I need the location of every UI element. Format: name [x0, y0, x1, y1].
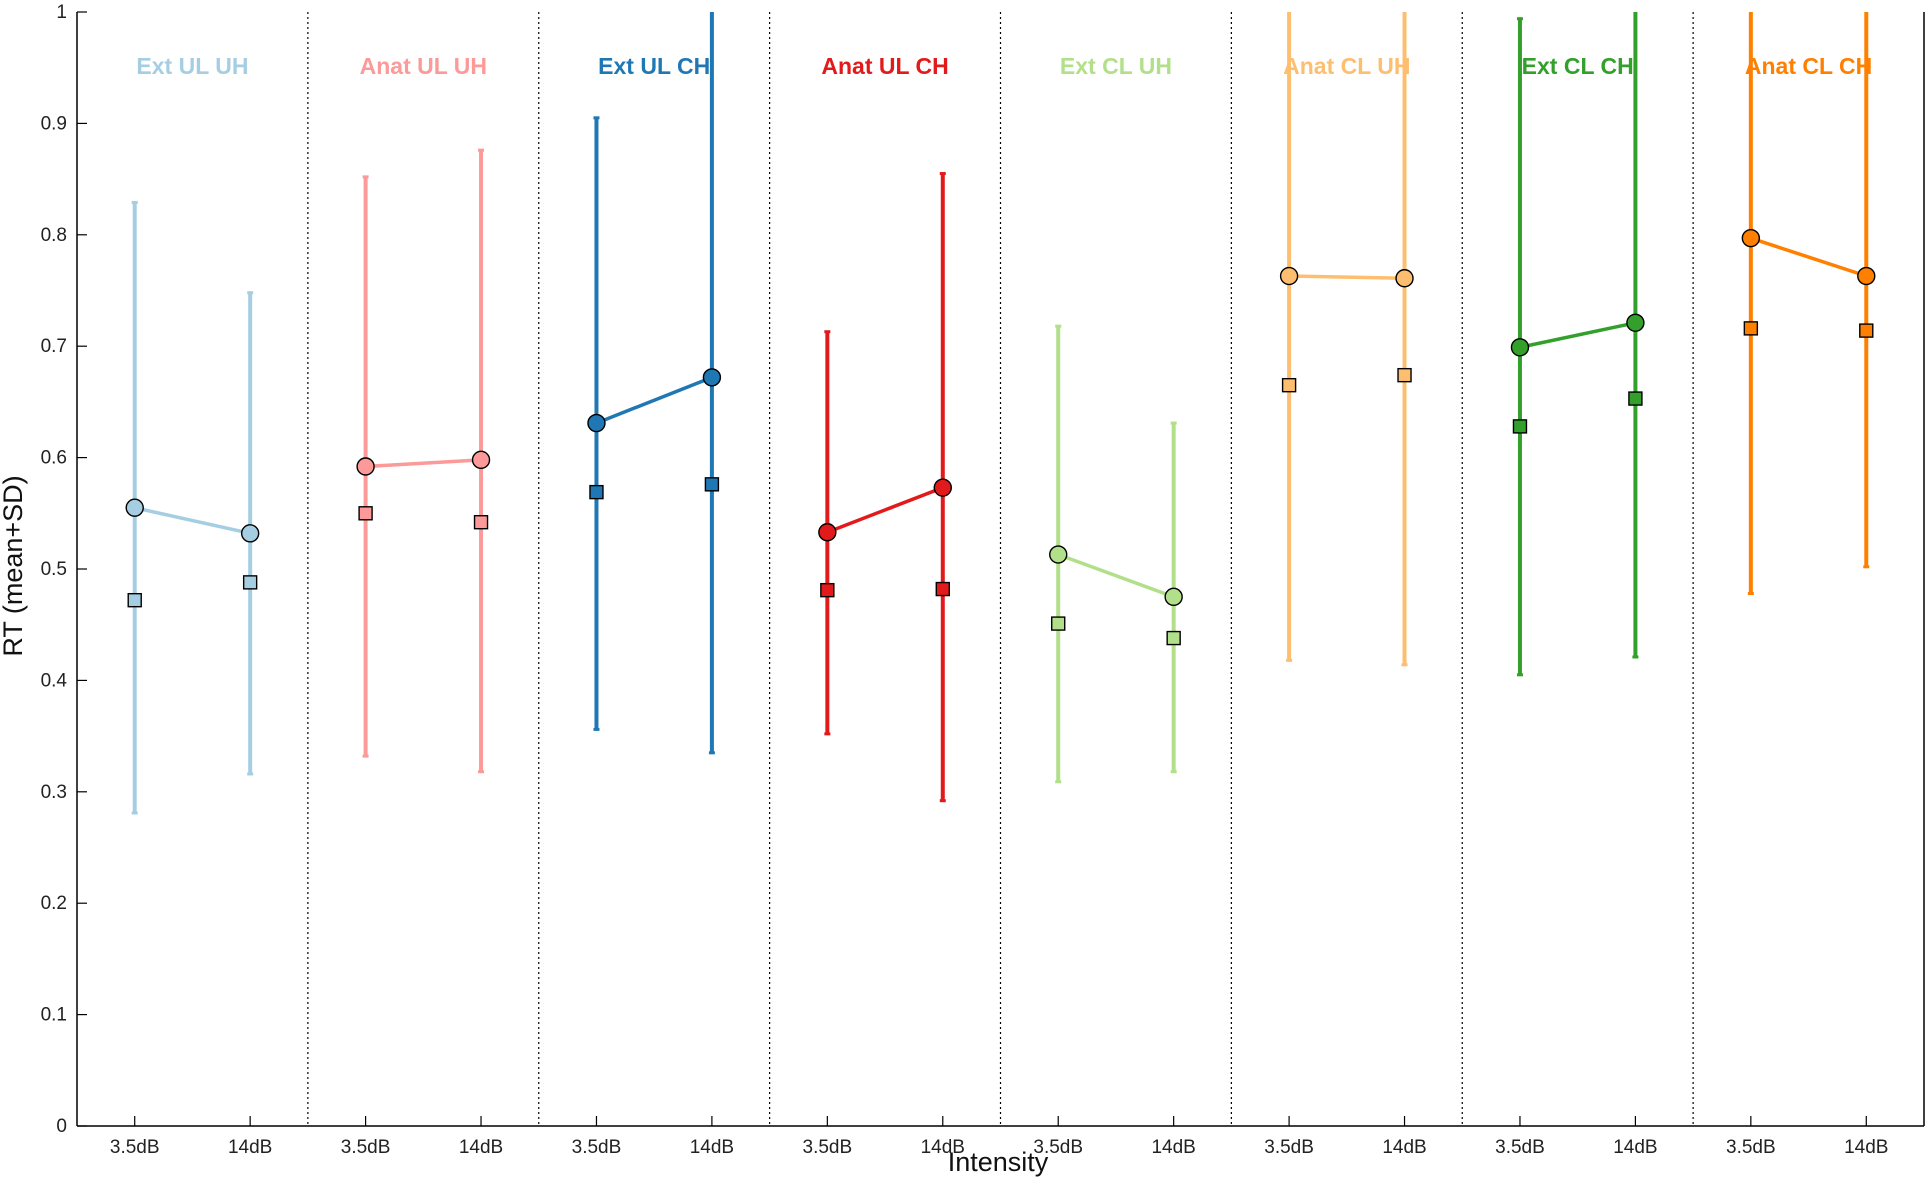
x-tick-label: 3.5dB: [803, 1137, 853, 1158]
mean-line: [1289, 274, 1405, 280]
panel: 3.5dB 14dB Anat UL CH: [803, 53, 965, 1158]
square-marker: [473, 515, 489, 530]
y-tick-label: 0.7: [41, 336, 67, 357]
mean-line: [1519, 321, 1636, 350]
panel: 3.5dB 14dB Anat CL UH: [1264, 12, 1427, 1158]
circle-marker: [1741, 228, 1761, 248]
square-marker: [1397, 367, 1412, 383]
x-axis-label: Intensity: [948, 1147, 1049, 1177]
panel-title: Ext CL UH: [1060, 53, 1172, 79]
plot-area: 0 0.1 0.2 0.3 0.4 0.5 0.6 0.7 0.8 0.9 1 3.5dB 14dB Ex…: [41, 2, 1925, 1158]
circle-marker: [1164, 587, 1183, 607]
panel: 3.5dB 14dB Ext UL CH: [572, 12, 734, 1158]
x-tick-label: 3.5dB: [1033, 1137, 1083, 1158]
x-tick-label: 14dB: [690, 1137, 734, 1158]
y-tick-label: 0.1: [41, 1005, 67, 1026]
square-marker: [704, 477, 720, 492]
x-tick-label: 14dB: [459, 1137, 503, 1158]
mean-line: [826, 486, 944, 534]
circle-marker: [587, 413, 606, 433]
mean-line: [365, 458, 482, 469]
x-tick-label: 14dB: [1613, 1137, 1657, 1158]
y-tick-label: 0.2: [41, 893, 67, 914]
x-tick-label: 3.5dB: [110, 1137, 160, 1158]
y-tick-label: 0.8: [41, 225, 67, 246]
x-tick-label: 3.5dB: [1726, 1137, 1776, 1158]
y-tick-label: 1: [56, 2, 67, 23]
panel-title: Anat UL UH: [360, 53, 487, 79]
mean-line: [134, 506, 251, 536]
circle-marker: [1279, 266, 1299, 286]
x-tick-label: 14dB: [228, 1137, 272, 1158]
square-marker: [1743, 321, 1759, 336]
panel-title: Ext UL UH: [136, 53, 248, 79]
y-axis-label: RT (mean+SD): [0, 475, 28, 656]
x-tick-label: 3.5dB: [1264, 1137, 1314, 1158]
panel: 3.5dB 14dB Anat UL UH: [341, 53, 503, 1158]
y-tick-label: 0.6: [41, 448, 67, 469]
circle-marker: [125, 498, 144, 517]
panel: 3.5dB 14dB Ext CL CH: [1495, 12, 1658, 1158]
panel: 3.5dB 14dB Ext UL UH: [110, 53, 272, 1158]
circle-marker: [1626, 313, 1645, 333]
circle-marker: [818, 523, 837, 542]
square-marker: [127, 592, 142, 608]
square-marker: [358, 506, 373, 521]
square-marker: [242, 575, 258, 590]
square-marker: [1166, 630, 1181, 646]
y-tick-label: 0.4: [41, 670, 68, 691]
y-tick-label: 0: [56, 1116, 67, 1137]
x-tick-label: 14dB: [1844, 1137, 1888, 1158]
circle-marker: [702, 368, 722, 387]
square-marker: [935, 581, 950, 597]
x-tick-label: 3.5dB: [572, 1137, 622, 1158]
circle-marker: [1510, 338, 1530, 357]
mean-line: [595, 375, 713, 425]
square-marker: [1281, 377, 1297, 393]
panel: 3.5dB 14dB Anat CL CH: [1726, 12, 1888, 1158]
mean-line: [1750, 236, 1867, 278]
x-tick-label: 14dB: [921, 1137, 965, 1158]
circle-marker: [933, 478, 952, 497]
mean-line: [1057, 552, 1175, 599]
panel-title: Anat UL CH: [821, 53, 948, 79]
circle-marker: [356, 457, 375, 476]
x-tick-label: 3.5dB: [341, 1137, 391, 1158]
panel-title: Ext CL CH: [1522, 53, 1634, 79]
square-marker: [1512, 419, 1528, 434]
square-marker: [589, 484, 604, 500]
x-tick-label: 3.5dB: [1495, 1137, 1545, 1158]
square-marker: [1051, 616, 1066, 631]
circle-marker: [471, 450, 491, 470]
circle-marker: [1857, 266, 1876, 286]
square-marker: [1628, 391, 1643, 406]
panel-title: Anat CL UH: [1283, 53, 1410, 79]
y-tick-label: 0.3: [41, 782, 67, 803]
y-tick-label: 0.9: [41, 113, 67, 134]
circle-marker: [1049, 545, 1068, 564]
x-tick-label: 14dB: [1382, 1137, 1426, 1158]
x-tick-label: 14dB: [1151, 1137, 1195, 1158]
panel-title: Anat CL CH: [1745, 53, 1872, 79]
circle-marker: [240, 524, 260, 543]
square-marker: [820, 582, 835, 598]
panel: 3.5dB 14dB Ext CL UH: [1033, 53, 1195, 1158]
panel-title: Ext UL CH: [598, 53, 710, 79]
circle-marker: [1395, 269, 1414, 288]
square-marker: [1859, 323, 1874, 338]
y-tick-label: 0.5: [41, 559, 67, 580]
